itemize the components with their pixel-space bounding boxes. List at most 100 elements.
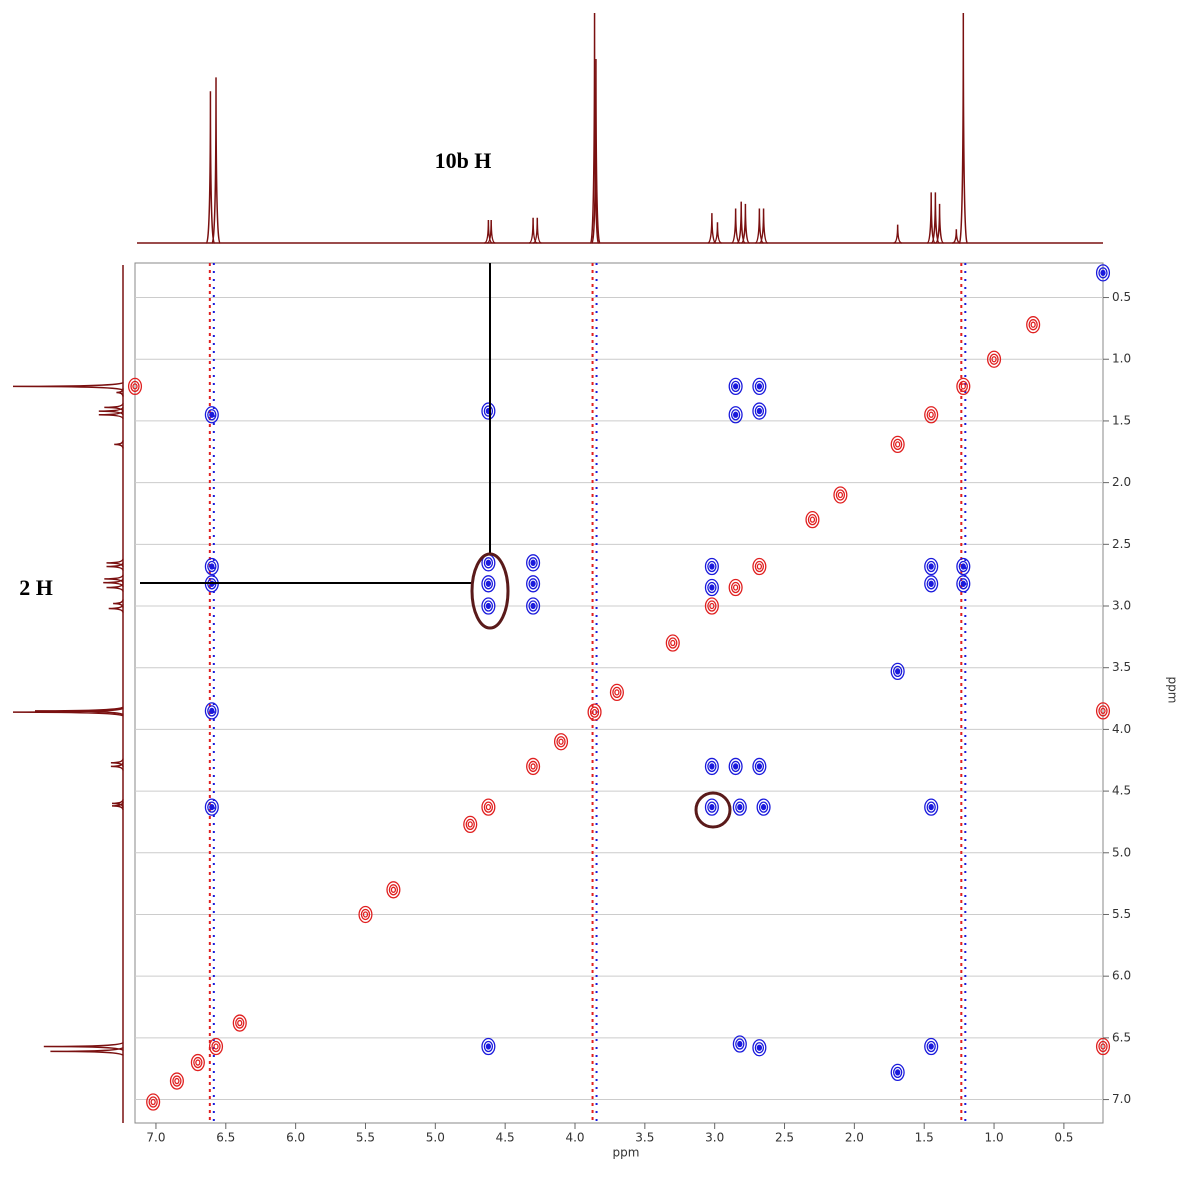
projection-peak (110, 758, 124, 767)
cross-peak (1095, 1037, 1111, 1056)
contour (207, 801, 217, 813)
contour (704, 557, 719, 576)
contour (483, 578, 494, 590)
contour (707, 760, 717, 773)
contour (526, 554, 541, 572)
contour (928, 1043, 934, 1050)
contour (390, 886, 397, 893)
contour (558, 738, 564, 745)
y-tick-label: 1.0 (1112, 352, 1131, 366)
annotation: 10b H (435, 148, 492, 173)
contour (728, 578, 743, 597)
cross-peak (1095, 702, 1111, 720)
cross-peak (833, 486, 848, 504)
projection-peak (104, 574, 124, 584)
contour (756, 798, 771, 816)
contour (805, 510, 820, 529)
contour (483, 1040, 494, 1053)
cross-peak (924, 575, 939, 593)
contour (732, 798, 747, 816)
cross-peak (463, 815, 478, 834)
cross-peak (190, 1053, 205, 1072)
x-tick-label: 3.5 (635, 1131, 654, 1145)
cross-peak (481, 597, 496, 615)
y-tick-label: 2.5 (1112, 537, 1131, 551)
contour (926, 409, 936, 421)
contour (926, 560, 936, 573)
annotation: 2 H (19, 575, 53, 600)
contour (1028, 319, 1038, 331)
cross-peak (756, 798, 771, 816)
contour (756, 407, 763, 415)
projection-peak (952, 229, 961, 244)
cross-peak (805, 510, 820, 529)
y-tick-label: 0.5 (1112, 290, 1131, 304)
contour (209, 707, 215, 715)
contour (837, 491, 844, 499)
contour (958, 380, 968, 393)
contour (481, 575, 496, 593)
projection-peak (43, 1041, 124, 1052)
contour (893, 665, 903, 678)
projection-peak (50, 1046, 124, 1057)
contour (756, 563, 763, 570)
contour (752, 1039, 767, 1057)
contour (483, 405, 494, 417)
projection-peak (106, 558, 124, 568)
contour (728, 377, 743, 396)
contour (528, 557, 538, 569)
contour (709, 602, 715, 610)
contour (704, 757, 719, 776)
projection-peak (731, 208, 741, 244)
contour (150, 1098, 156, 1106)
cross-peak (204, 406, 219, 424)
cross-peak (732, 798, 747, 816)
contour (752, 757, 767, 776)
cross-peak (481, 1037, 496, 1056)
projection-peak (935, 203, 944, 244)
contour (207, 560, 217, 573)
x-tick-label: 6.5 (216, 1131, 235, 1145)
contour (481, 798, 496, 816)
grid (135, 297, 1103, 1101)
contour (752, 377, 767, 396)
contour (526, 757, 541, 776)
projection-peak (211, 77, 221, 244)
contour (481, 402, 496, 420)
contour (707, 600, 717, 612)
x-tick-label: 5.0 (426, 1131, 445, 1145)
cross-peak (386, 881, 401, 899)
contour (895, 441, 901, 448)
contour (132, 383, 138, 390)
contour (989, 353, 999, 365)
contour (204, 406, 219, 424)
contour (704, 597, 719, 615)
cross-peak (526, 597, 541, 615)
projection-peak (114, 440, 124, 449)
cross-peak (1026, 316, 1041, 334)
contour (556, 736, 566, 748)
y-tick-label: 3.5 (1112, 660, 1131, 674)
contour (956, 377, 971, 396)
contour (193, 1056, 203, 1069)
projection-peak (104, 403, 124, 412)
contour (530, 559, 536, 566)
contour (358, 905, 373, 924)
contour (756, 383, 763, 390)
contour (207, 705, 217, 717)
cross-peak (728, 406, 743, 424)
x-tick-label: 1.0 (985, 1131, 1004, 1145)
cross-peak (986, 350, 1002, 368)
cross-peak (924, 1037, 939, 1056)
contour (485, 1043, 492, 1050)
contour (1098, 267, 1108, 279)
x-tick-label: 7.0 (146, 1131, 165, 1145)
highlight-circle (694, 791, 732, 829)
x-tick-label: 2.0 (845, 1131, 864, 1145)
contour (732, 763, 739, 770)
contour (760, 803, 767, 811)
contour (388, 884, 399, 896)
contour (928, 580, 934, 587)
cross-peak (728, 578, 743, 597)
cross-peak (924, 557, 939, 576)
